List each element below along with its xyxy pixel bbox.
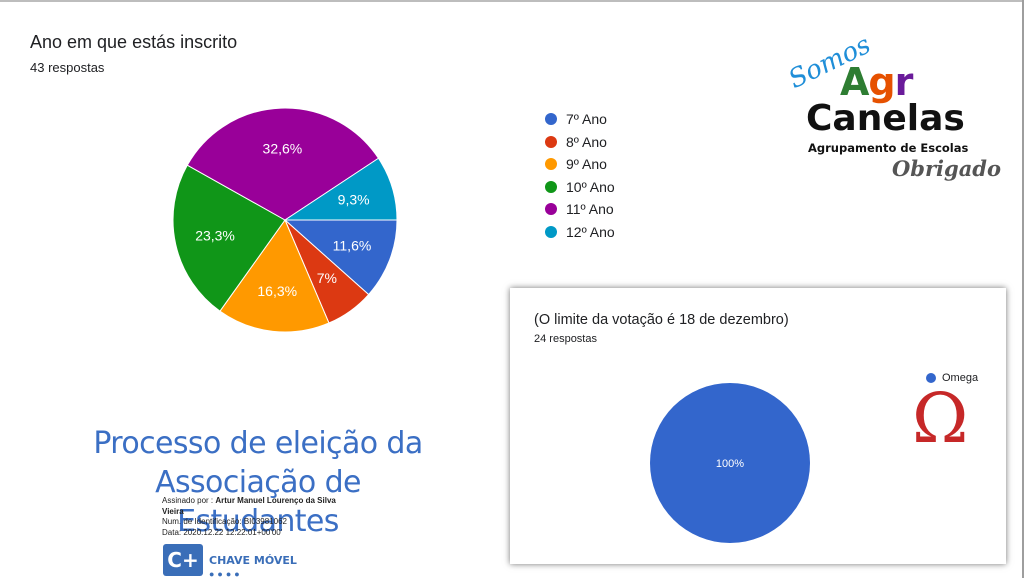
legend-dot [545, 158, 557, 171]
legend-item-10-ano[interactable]: 10º Ano [545, 176, 615, 199]
legend-label: 7º Ano [566, 111, 607, 128]
pie-slice-7-ano[interactable] [283, 219, 398, 296]
chart1-pie: 11,6% 7% 16,3% 23,3% 32,6% 9,3% [172, 107, 398, 333]
pie-slice-omega[interactable] [650, 383, 810, 543]
school-logo: Somos Agr Canelas Agrupamento de Escolas… [780, 30, 1010, 190]
legend-dot [545, 135, 557, 148]
legend-item-7-ano[interactable]: 7º Ano [545, 108, 615, 131]
legend-label: 10º Ano [566, 178, 615, 195]
chave-movel-icon: C+ [163, 544, 203, 576]
chart2-pie: 100% [650, 383, 810, 543]
chart1-response-count: 43 respostas [30, 60, 105, 75]
legend-dot [926, 373, 936, 383]
chart2-legend[interactable]: Omega [926, 372, 978, 384]
logo-agrupamento: Agrupamento de Escolas [808, 141, 969, 155]
legend-label: 9º Ano [566, 156, 607, 173]
legend-label: 12º Ano [566, 223, 615, 240]
pie-label-9-ano: 16,3% [257, 283, 297, 299]
pie-slice-11-ano[interactable] [186, 107, 380, 221]
legend-label: Omega [942, 372, 979, 384]
pie-label-8-ano: 7% [317, 270, 337, 286]
election-headline: Processo de eleição da Associação de Est… [75, 424, 441, 541]
signature-date: Data: 2020.12.22 12:22:01+00'00' [162, 527, 283, 537]
chave-movel-label: CHAVE MÓVEL [209, 554, 297, 567]
pie-slice-10-ano[interactable] [172, 164, 286, 312]
signer-name-cont: Vieira [162, 506, 184, 516]
chart1-title: Ano em que estás inscrito [30, 32, 238, 52]
legend-dot [545, 203, 557, 216]
chart2-title: (O limite da votação é 18 de dezembro) [534, 312, 789, 328]
pie-label-11-ano: 32,6% [263, 140, 303, 156]
logo-agr: Agr [840, 60, 913, 104]
legend-item-11-ano[interactable]: 11º Ano [545, 198, 615, 221]
frame-top-border [0, 0, 1024, 2]
digital-signature: Assinado por : Artur Manuel Lourenço da … [162, 496, 336, 538]
legend-item-12-ano[interactable]: 12º Ano [545, 221, 615, 244]
pie-label-omega: 100% [716, 458, 744, 470]
legend-label: 11º Ano [566, 201, 614, 218]
frame-right-border [1022, 0, 1024, 578]
chart1-legend: 7º Ano 8º Ano 9º Ano 10º Ano 11º Ano 12º… [545, 108, 615, 243]
chave-movel-dots: ●●●● [209, 569, 243, 579]
legend-label: 8º Ano [566, 133, 607, 150]
omega-logo: Ω [912, 380, 969, 459]
legend-dot [545, 113, 557, 126]
logo-canelas: Canelas [806, 98, 965, 139]
signed-by-label: Assinado por : [162, 496, 214, 505]
chart2-response-count: 24 respostas [534, 333, 597, 345]
legend-dot [545, 180, 557, 193]
signature-id: Num. de Identificação: BI03981062 [162, 517, 287, 526]
pie-label-10-ano: 23,3% [195, 228, 235, 244]
chave-movel-badge: C+ CHAVE MÓVEL ●●●● [163, 544, 297, 579]
legend-item-9-ano[interactable]: 9º Ano [545, 153, 615, 176]
signer-name: Artur Manuel Lourenço da Silva [215, 496, 336, 505]
logo-obrigado: Obrigado [892, 156, 1001, 181]
chart2-card: (O limite da votação é 18 de dezembro) 2… [510, 288, 1006, 564]
pie-slice-9-ano[interactable] [219, 218, 330, 333]
headline-line-1: Processo de eleição da [93, 426, 423, 461]
legend-item-8-ano[interactable]: 8º Ano [545, 131, 615, 154]
pie-label-12-ano: 9,3% [338, 191, 370, 207]
legend-dot [545, 225, 557, 238]
headline-line-2: Associação de Estudantes [155, 465, 361, 539]
pie-slice-12-ano[interactable] [283, 157, 398, 221]
pie-label-7-ano: 11,6% [333, 237, 372, 253]
